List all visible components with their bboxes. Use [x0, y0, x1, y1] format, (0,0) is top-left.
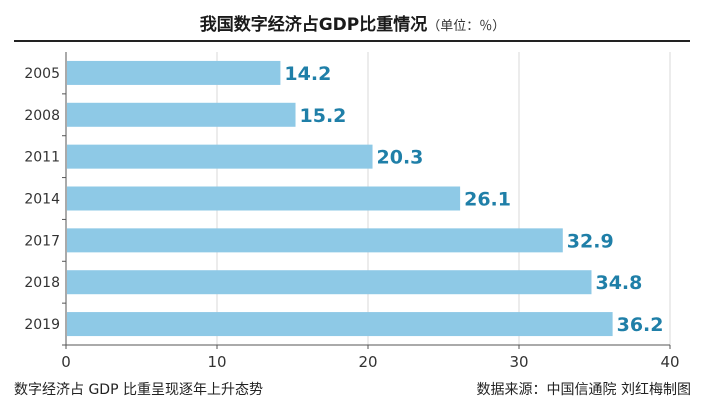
chart-unit: （单位：％） [427, 19, 506, 34]
value-label: 34.8 [595, 272, 642, 294]
value-label: 14.2 [284, 63, 331, 85]
chart-header: 我国数字经济占GDP比重情况（单位：％） [0, 0, 705, 42]
bar [67, 102, 296, 127]
bar [67, 144, 373, 169]
bar [67, 270, 592, 295]
title-divider [14, 40, 690, 42]
x-tick-label: 40 [660, 353, 679, 371]
chart-title: 我国数字经济占GDP比重情况 [199, 15, 428, 35]
bar [67, 312, 613, 337]
bar [67, 60, 281, 85]
x-tick-label: 10 [207, 353, 226, 371]
chart-caption: 数字经济占 GDP 比重呈现逐年上升态势 [14, 382, 263, 398]
category-label: 2017 [24, 233, 60, 249]
category-label: 2008 [24, 108, 60, 124]
category-label: 2018 [24, 275, 60, 291]
value-label: 32.9 [567, 230, 614, 252]
category-label: 2005 [24, 66, 60, 82]
bar [67, 186, 461, 211]
value-label: 36.2 [617, 314, 664, 336]
category-label: 2011 [24, 150, 60, 166]
x-tick-label: 20 [358, 353, 377, 371]
bar [67, 228, 563, 253]
value-label: 26.1 [464, 189, 511, 211]
x-tick-label: 30 [509, 353, 528, 371]
value-label: 20.3 [377, 147, 424, 169]
chart-source: 数据来源：中国信通院 刘红梅制图 [476, 382, 691, 398]
value-label: 15.2 [300, 105, 347, 127]
chart-title-line: 我国数字经济占GDP比重情况（单位：％） [0, 10, 705, 35]
category-label: 2019 [24, 317, 60, 333]
category-label: 2014 [24, 192, 60, 208]
x-tick-label: 0 [61, 353, 71, 371]
